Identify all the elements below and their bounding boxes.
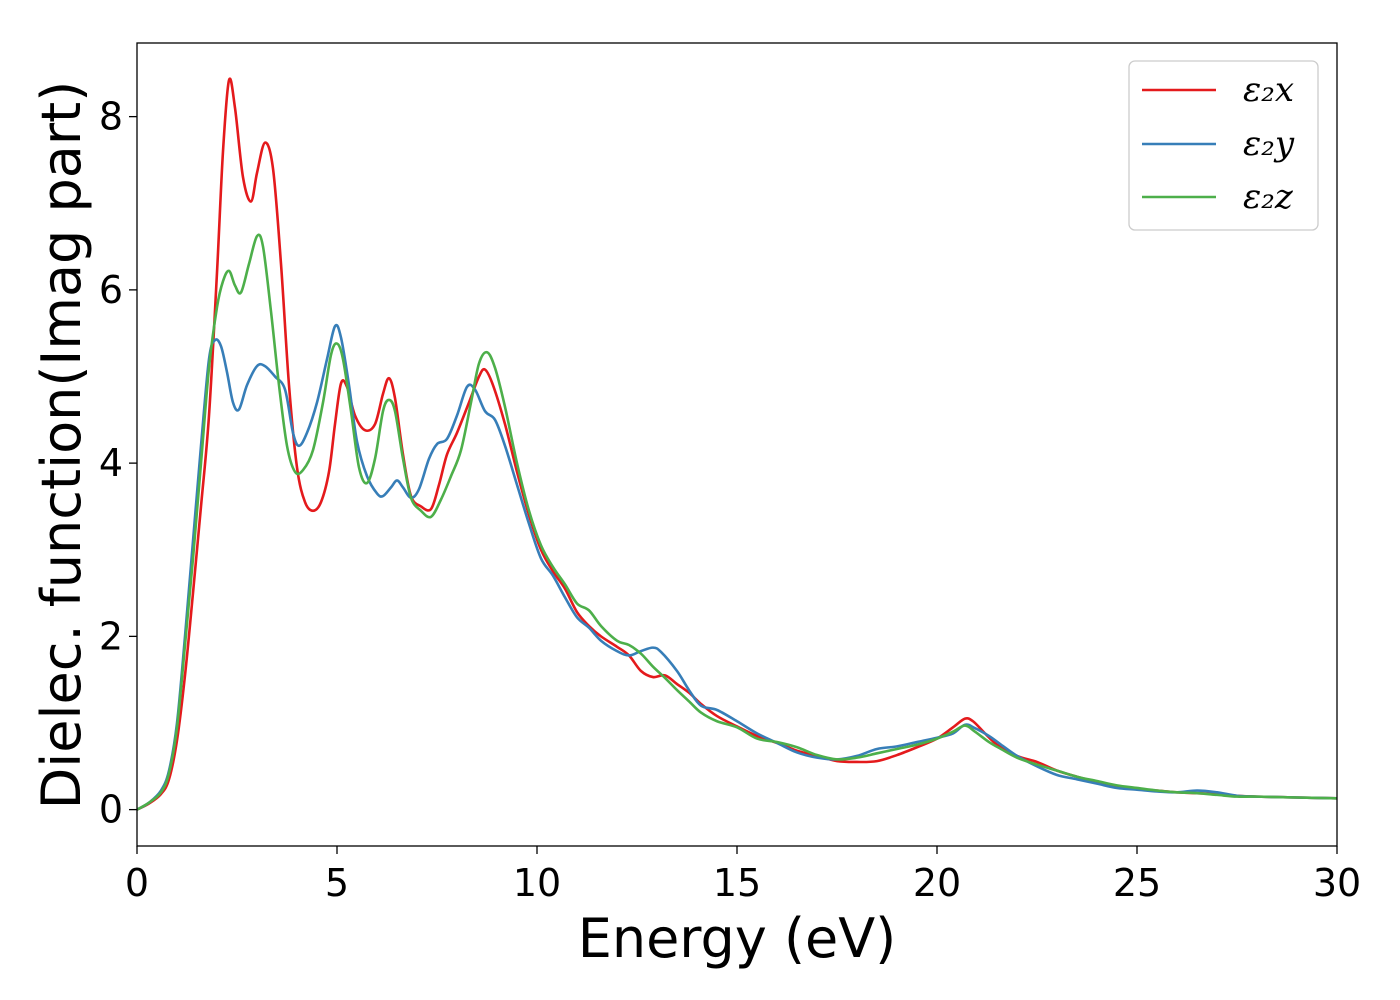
x-axis-ticks: 0 5 10 15 20 25 30 (125, 846, 1361, 905)
x-tick-label: 10 (513, 861, 561, 905)
y-tick-label: 6 (99, 268, 123, 312)
y-tick-label: 0 (99, 788, 123, 832)
y-tick-label: 4 (99, 441, 123, 485)
y-tick-label: 8 (99, 95, 123, 139)
x-tick-label: 5 (325, 861, 349, 905)
legend-frame (1128, 60, 1319, 231)
x-axis-label: Energy (eV) (578, 907, 897, 970)
legend-label-2: ε₂y (1243, 124, 1295, 164)
legend-label-1: ε₂x (1243, 70, 1294, 110)
series-line-2 (137, 323, 1337, 811)
y-axis-ticks: 0 2 4 6 8 (99, 95, 137, 832)
series-line-3 (137, 233, 1337, 811)
y-tick-label: 2 (99, 614, 123, 658)
y-axis-label: Dielec. function(Imag part) (30, 81, 93, 810)
plot-area-frame (136, 42, 1338, 847)
x-tick-label: 0 (125, 861, 149, 905)
series-layer (137, 77, 1337, 811)
x-tick-label: 15 (713, 861, 761, 905)
legend-label-3: ε₂z (1243, 177, 1294, 217)
legend: ε₂x ε₂y ε₂z (1128, 60, 1319, 231)
x-tick-label: 25 (1113, 861, 1161, 905)
x-tick-label: 30 (1313, 861, 1361, 905)
x-tick-label: 20 (913, 861, 961, 905)
